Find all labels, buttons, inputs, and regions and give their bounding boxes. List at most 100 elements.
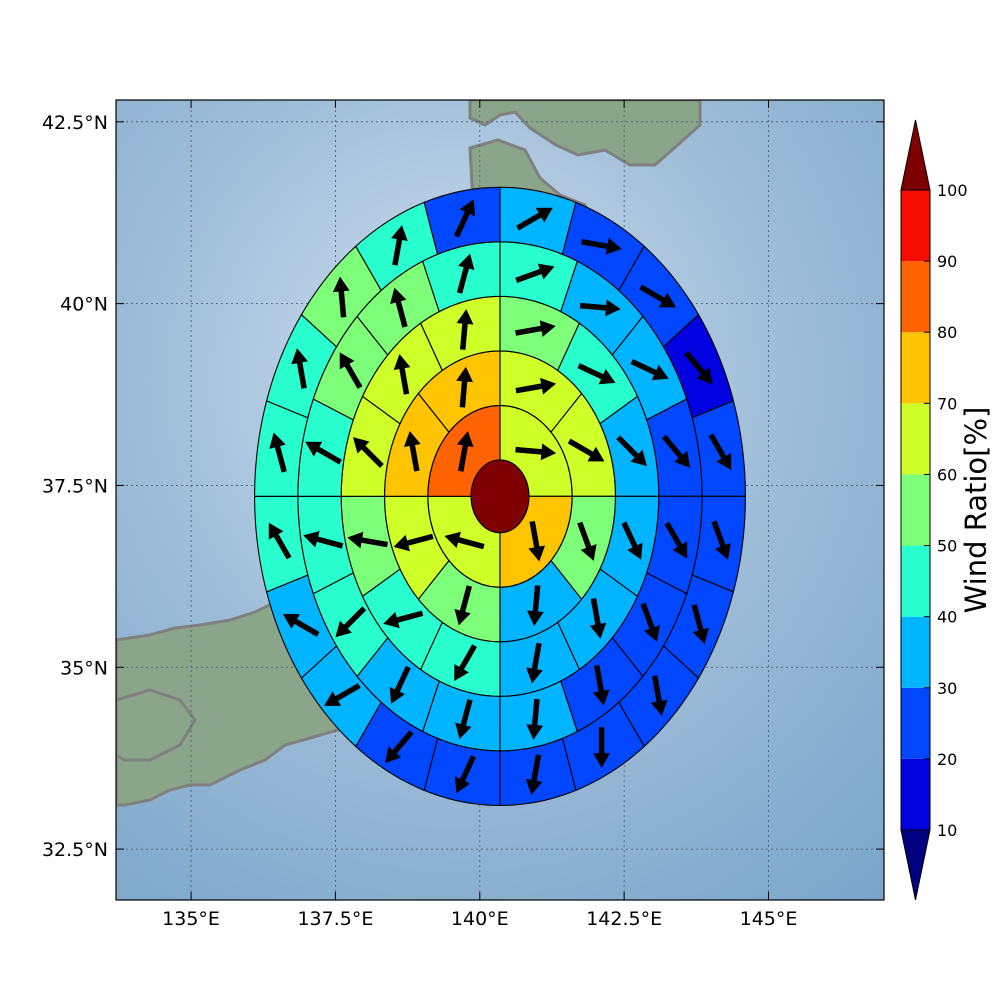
wind-arrow-ring4-sector13 xyxy=(282,614,320,637)
wind-arrows xyxy=(268,199,732,795)
wind-arrow-ring4-sector8 xyxy=(593,727,611,768)
wind-arrow-ring2-sector2 xyxy=(616,435,647,467)
colorbar-band-5 xyxy=(901,403,930,475)
x-tick-label-3: 142.5°E xyxy=(586,908,662,930)
wind-arrow-ring1-sector7 xyxy=(456,366,473,408)
wind-arrow-ring4-sector0 xyxy=(516,207,553,231)
colorbar: 10 20 30 40 50 60 70 80 90 100 xyxy=(900,119,968,901)
colorbar-band-1 xyxy=(901,687,930,759)
wind-arrow-ring2-sector4 xyxy=(589,598,607,639)
colorbar-tick-label-9: 100 xyxy=(937,181,968,200)
colorbar-band-6 xyxy=(901,332,930,404)
colorbar-band-3 xyxy=(901,545,930,617)
center-cell xyxy=(470,459,530,534)
wind-arrow-ring2-sector8 xyxy=(347,531,388,549)
colorbar-band-4 xyxy=(901,474,930,546)
colorbar-over-extension xyxy=(900,119,931,191)
wind-arrow-ring4-sector14 xyxy=(268,522,292,560)
wind-arrow-ring4-sector16 xyxy=(291,348,308,389)
wind-arrow-ring2-sector3 xyxy=(621,521,643,560)
colorbar-tick-label-1: 20 xyxy=(937,750,957,769)
wind-arrow-ring4-sector9 xyxy=(525,754,543,795)
colorbar-under-extension xyxy=(900,829,931,901)
wind-arrow-ring4-sector6 xyxy=(691,604,710,645)
wind-arrow-ring3-sector13 xyxy=(339,352,363,390)
wind-arrow-ring4-sector11 xyxy=(385,730,414,764)
y-tick-label-0: 32.5°N xyxy=(42,839,108,861)
wind-arrow-ring4-sector1 xyxy=(581,237,622,255)
wind-arrow-ring4-sector18 xyxy=(391,225,408,266)
wind-arrow-ring3-sector1 xyxy=(579,299,621,317)
colorbar-band-8 xyxy=(901,190,930,262)
map-frame xyxy=(115,99,885,901)
wind-arrow-ring3-sector0 xyxy=(515,263,555,283)
x-axis-ticks: 135°E 137.5°E 140°E 142.5°E 145°E xyxy=(162,100,797,930)
wind-arrow-ring1-sector0 xyxy=(515,377,557,395)
colorbar-tick-label-3: 40 xyxy=(937,608,957,627)
map-area xyxy=(115,99,885,901)
wind-arrow-ring2-sector0 xyxy=(515,320,556,337)
wind-arrow-ring0-sector1 xyxy=(528,520,546,562)
wind-arrow-ring3-sector11 xyxy=(303,531,344,549)
wind-arrow-ring3-sector3 xyxy=(661,434,691,468)
wind-arrow-ring2-sector1 xyxy=(577,363,616,385)
y-tick-label-4: 42.5°N xyxy=(42,112,108,134)
colorbar-tick-label-6: 70 xyxy=(937,394,957,413)
x-tick-label-4: 145°E xyxy=(740,908,798,930)
wind-arrow-ring3-sector2 xyxy=(630,359,669,381)
y-tick-label-3: 40°N xyxy=(60,294,108,316)
wind-arrow-ring0-sector3 xyxy=(456,431,474,472)
colorbar-band-7 xyxy=(901,261,930,333)
colorbar-tick-label-8: 90 xyxy=(937,252,957,271)
colorbar-band-0 xyxy=(901,758,930,830)
y-tick-label-1: 35°N xyxy=(60,657,108,679)
colorbar-tick-label-7: 80 xyxy=(937,323,957,342)
colorbar-frame xyxy=(900,189,931,831)
wind-arrow-ring3-sector10 xyxy=(335,606,367,638)
colorbar-tick-label-2: 30 xyxy=(937,679,957,698)
colorbar-tick-label-4: 50 xyxy=(937,537,957,556)
wind-arrow-ring2-sector6 xyxy=(454,644,478,681)
colorbar-tick-label-5: 60 xyxy=(937,465,957,484)
wind-arrow-ring3-sector9 xyxy=(389,665,411,704)
wind-arrow-ring3-sector7 xyxy=(526,698,544,740)
colorbar-band-2 xyxy=(901,616,930,688)
wind-arrow-ring1-sector1 xyxy=(567,438,605,462)
wind-arrow-ring4-sector7 xyxy=(650,675,668,716)
wind-arrow-ring1-sector3 xyxy=(527,585,544,626)
wind-arrow-ring3-sector14 xyxy=(390,287,408,328)
wind-arrow-ring4-sector4 xyxy=(708,433,732,471)
wind-arrow-ring3-sector8 xyxy=(455,698,473,740)
wind-arrow-ring1-sector2 xyxy=(577,521,597,561)
hokkaido-land xyxy=(468,100,702,167)
x-tick-label-1: 137.5°E xyxy=(297,908,373,930)
wind-arrow-ring4-sector3 xyxy=(684,351,713,385)
wind-arrow-ring1-sector4 xyxy=(454,585,472,626)
wind-arrow-ring1-sector5 xyxy=(393,533,434,552)
wind-arrow-ring4-sector12 xyxy=(324,683,361,706)
colorbar-label: Wind Ratio[%] xyxy=(959,407,993,614)
wind-arrow-ring2-sector9 xyxy=(353,437,384,468)
x-tick-label-2: 140°E xyxy=(451,908,509,930)
wind-arrow-ring4-sector17 xyxy=(332,276,350,318)
wind-arrow-ring1-sector6 xyxy=(404,430,421,472)
wind-arrow-ring4-sector5 xyxy=(711,520,731,560)
wind-arrow-ring2-sector11 xyxy=(456,309,474,350)
wind-arrow-ring2-sector7 xyxy=(383,610,424,629)
wind-arrow-ring3-sector5 xyxy=(640,602,660,642)
wind-arrow-ring3-sector15 xyxy=(456,253,475,294)
wind-arrow-ring4-sector15 xyxy=(269,432,287,473)
wind-arrow-ring4-sector19 xyxy=(453,199,476,238)
wind-arrow-ring2-sector10 xyxy=(393,354,411,395)
wind-arrow-ring2-sector5 xyxy=(526,642,543,684)
x-tick-label-0: 135°E xyxy=(162,908,220,930)
wind-arrow-ring0-sector2 xyxy=(444,531,485,550)
wind-arrow-ring3-sector6 xyxy=(592,664,610,706)
y-tick-label-2: 37.5°N xyxy=(42,475,108,497)
shikoku-land xyxy=(116,688,197,762)
wind-arrow-ring0-sector0 xyxy=(515,443,557,461)
wind-arrow-ring3-sector4 xyxy=(664,521,688,559)
wind-arrow-ring4-sector10 xyxy=(454,755,477,794)
wind-arrow-ring4-sector2 xyxy=(639,284,676,308)
